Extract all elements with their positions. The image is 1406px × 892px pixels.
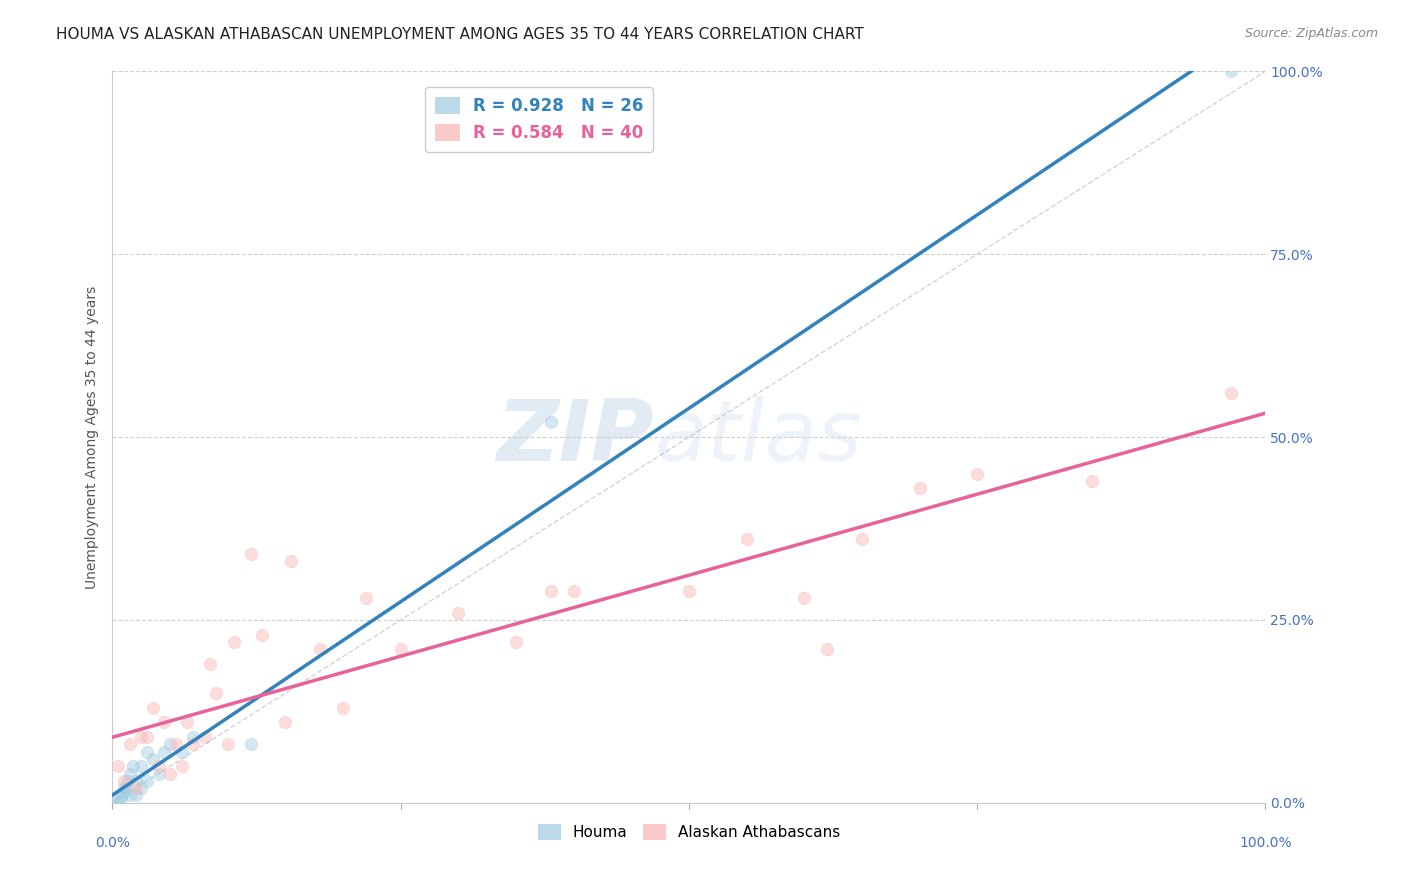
- Point: [540, 416, 562, 430]
- Point: [142, 700, 165, 714]
- Point: [1219, 386, 1241, 401]
- Point: [389, 642, 412, 657]
- Point: [112, 781, 135, 796]
- Point: [176, 715, 198, 730]
- Point: [966, 467, 988, 481]
- Text: 0.0%: 0.0%: [96, 836, 129, 850]
- Point: [1219, 64, 1241, 78]
- Point: [107, 796, 129, 810]
- Point: [332, 700, 354, 714]
- Point: [118, 766, 141, 780]
- Point: [239, 547, 262, 561]
- Point: [124, 773, 146, 788]
- Point: [153, 745, 176, 759]
- Point: [280, 554, 302, 568]
- Y-axis label: Unemployment Among Ages 35 to 44 years: Unemployment Among Ages 35 to 44 years: [84, 285, 98, 589]
- Legend: Houma, Alaskan Athabascans: Houma, Alaskan Athabascans: [531, 818, 846, 847]
- Point: [115, 781, 138, 796]
- Point: [129, 730, 153, 744]
- Point: [194, 730, 217, 744]
- Point: [153, 715, 176, 730]
- Point: [124, 789, 146, 803]
- Point: [136, 773, 159, 788]
- Point: [170, 745, 193, 759]
- Point: [815, 642, 838, 657]
- Point: [181, 730, 204, 744]
- Point: [252, 627, 274, 641]
- Point: [118, 789, 141, 803]
- Text: HOUMA VS ALASKAN ATHABASCAN UNEMPLOYMENT AMONG AGES 35 TO 44 YEARS CORRELATION C: HOUMA VS ALASKAN ATHABASCAN UNEMPLOYMENT…: [56, 27, 865, 42]
- Point: [129, 781, 153, 796]
- Point: [148, 759, 170, 773]
- Point: [678, 583, 700, 598]
- Point: [112, 773, 135, 788]
- Point: [136, 745, 159, 759]
- Point: [159, 766, 181, 780]
- Point: [562, 583, 585, 598]
- Point: [205, 686, 228, 700]
- Point: [129, 759, 153, 773]
- Point: [354, 591, 377, 605]
- Text: atlas: atlas: [654, 395, 862, 479]
- Point: [136, 730, 159, 744]
- Point: [111, 789, 134, 803]
- Point: [181, 737, 204, 751]
- Point: [148, 766, 170, 780]
- Point: [110, 792, 132, 806]
- Point: [851, 533, 873, 547]
- Point: [117, 773, 139, 788]
- Point: [170, 759, 193, 773]
- Point: [222, 635, 245, 649]
- Point: [540, 583, 562, 598]
- Point: [122, 759, 145, 773]
- Point: [142, 752, 165, 766]
- Point: [124, 781, 146, 796]
- Point: [159, 737, 181, 751]
- Point: [793, 591, 815, 605]
- Point: [200, 657, 222, 671]
- Point: [112, 785, 135, 799]
- Text: Source: ZipAtlas.com: Source: ZipAtlas.com: [1244, 27, 1378, 40]
- Point: [505, 635, 527, 649]
- Point: [735, 533, 758, 547]
- Point: [309, 642, 332, 657]
- Point: [447, 606, 470, 620]
- Point: [165, 737, 187, 751]
- Point: [239, 737, 262, 751]
- Point: [101, 792, 124, 806]
- Point: [217, 737, 239, 751]
- Point: [1081, 474, 1104, 488]
- Point: [118, 737, 141, 751]
- Point: [908, 481, 931, 495]
- Point: [274, 715, 297, 730]
- Text: ZIP: ZIP: [496, 395, 654, 479]
- Text: 100.0%: 100.0%: [1239, 836, 1292, 850]
- Point: [107, 759, 129, 773]
